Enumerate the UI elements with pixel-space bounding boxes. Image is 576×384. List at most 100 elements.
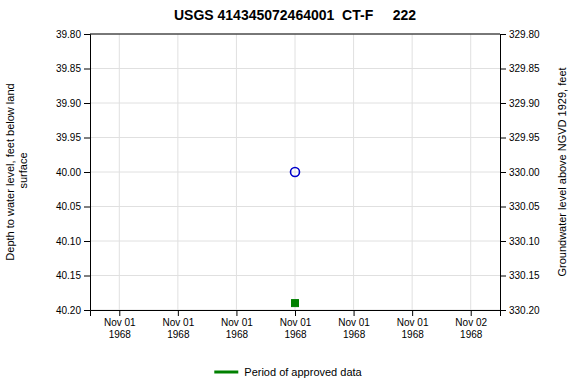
plot: 39.80 39.85 39.90 39.95 40.00 40.05 40.10 40.15… bbox=[4, 29, 568, 340]
tick-label: 330.00 bbox=[509, 167, 540, 178]
tick-mark bbox=[84, 34, 90, 35]
tick-label: 330.05 bbox=[509, 201, 540, 212]
tick: 39.85 bbox=[56, 63, 90, 74]
tick-mark bbox=[84, 103, 90, 104]
tick-label: Nov 011968 bbox=[104, 317, 136, 340]
tick-label: 329.85 bbox=[509, 63, 540, 74]
tick: 329.85 bbox=[500, 63, 540, 74]
grid-line bbox=[119, 34, 120, 310]
tick-mark bbox=[178, 310, 179, 316]
axis-title: Groundwater level above NGVD 1929, feet bbox=[556, 67, 568, 276]
tick-mark bbox=[84, 69, 90, 70]
tick-label: 329.80 bbox=[509, 29, 540, 40]
tick-mark bbox=[84, 138, 90, 139]
tick-label: Nov 011968 bbox=[338, 317, 370, 340]
y2-axis: 330.20 330.15 330.10 330.05 330.00 329.95 329.… bbox=[500, 29, 540, 316]
tick: 39.80 bbox=[56, 29, 90, 40]
tick: 330.15 bbox=[500, 270, 540, 281]
tick-mark bbox=[500, 138, 506, 139]
grid-line bbox=[353, 34, 354, 310]
tick-mark bbox=[500, 207, 506, 208]
tick-mark bbox=[500, 241, 506, 242]
tick-label: Nov 011968 bbox=[163, 317, 195, 340]
tick-mark bbox=[354, 310, 355, 316]
chart: 39.80 39.85 39.90 39.95 40.00 40.05 40.10 40.15… bbox=[0, 0, 576, 384]
tick-mark bbox=[119, 310, 120, 316]
grid bbox=[90, 34, 500, 310]
tick: 39.95 bbox=[56, 132, 90, 143]
tick: 40.05 bbox=[56, 201, 90, 212]
legend-swatch bbox=[214, 371, 238, 374]
grid-line bbox=[177, 34, 178, 310]
tick: 40.00 bbox=[56, 167, 90, 178]
tick: 329.80 bbox=[500, 29, 540, 40]
points bbox=[291, 168, 300, 307]
y-axis: 39.80 39.85 39.90 39.95 40.00 40.05 40.10 40.15… bbox=[56, 29, 91, 316]
tick: 40.10 bbox=[56, 236, 90, 247]
grid-line bbox=[412, 34, 413, 310]
legend: Period of approved data bbox=[214, 366, 362, 378]
tick-mark bbox=[236, 310, 237, 316]
grid-line bbox=[236, 34, 237, 310]
axis-line bbox=[501, 35, 507, 311]
tick-mark bbox=[500, 103, 506, 104]
tick-mark bbox=[500, 69, 506, 70]
tick-mark bbox=[84, 207, 90, 208]
tick: 330.05 bbox=[500, 201, 540, 212]
tick: Nov 021968 bbox=[455, 310, 487, 340]
tick-mark bbox=[84, 276, 90, 277]
tick: 40.15 bbox=[56, 270, 90, 281]
tick: 40.20 bbox=[56, 305, 90, 316]
tick-mark bbox=[84, 241, 90, 242]
tick-label: 330.10 bbox=[509, 236, 540, 247]
tick: Nov 011968 bbox=[397, 310, 429, 340]
tick: 330.20 bbox=[500, 305, 540, 316]
tick-mark bbox=[500, 34, 506, 35]
tick-label: Nov 011968 bbox=[397, 317, 429, 340]
tick: 329.95 bbox=[500, 132, 540, 143]
tick: 329.90 bbox=[500, 98, 540, 109]
tick-label: 39.90 bbox=[56, 98, 81, 109]
tick-label: 329.95 bbox=[509, 132, 540, 143]
tick-label: Nov 011968 bbox=[280, 317, 312, 340]
tick-label: 39.85 bbox=[56, 63, 81, 74]
tick: 39.90 bbox=[56, 98, 90, 109]
axis-line bbox=[91, 311, 501, 317]
legend-item: Period of approved data bbox=[214, 366, 362, 378]
tick-label: 330.20 bbox=[509, 305, 540, 316]
tick-label: 39.80 bbox=[56, 29, 81, 40]
grid-line bbox=[295, 34, 296, 310]
frame-line bbox=[90, 34, 500, 35]
tick-label: Nov 021968 bbox=[455, 317, 487, 340]
grid-line bbox=[470, 34, 471, 310]
tick-label: 40.10 bbox=[56, 236, 81, 247]
tick-label: 39.95 bbox=[56, 132, 81, 143]
tick: 330.10 bbox=[500, 236, 540, 247]
tick-label: 40.05 bbox=[56, 201, 81, 212]
tick-label: 40.20 bbox=[56, 305, 81, 316]
tick-mark bbox=[84, 172, 90, 173]
axis-title: Depth to water level, feet below land su… bbox=[4, 83, 29, 260]
tick: Nov 011968 bbox=[221, 310, 253, 340]
tick-label: 40.15 bbox=[56, 270, 81, 281]
tick: Nov 011968 bbox=[104, 310, 136, 340]
tick-mark bbox=[500, 172, 506, 173]
title: USGS 414345072464001 CT-F 222 bbox=[174, 7, 416, 23]
tick-mark bbox=[295, 310, 296, 316]
tick-mark bbox=[412, 310, 413, 316]
x-axis: Nov 011968 Nov 011968 Nov 011968 Nov 011968… bbox=[91, 310, 501, 340]
tick-label: 40.00 bbox=[56, 167, 81, 178]
tick-mark bbox=[471, 310, 472, 316]
tick: Nov 011968 bbox=[338, 310, 370, 340]
grid-line bbox=[90, 34, 500, 35]
legend-label: Period of approved data bbox=[244, 366, 362, 378]
tick: Nov 011968 bbox=[280, 310, 312, 340]
tick: Nov 011968 bbox=[163, 310, 195, 340]
point bbox=[291, 168, 300, 177]
tick-label: Nov 011968 bbox=[221, 317, 253, 340]
tick-label: 330.15 bbox=[509, 270, 540, 281]
tick: 330.00 bbox=[500, 167, 540, 178]
axis-line bbox=[84, 35, 91, 311]
tick-mark bbox=[84, 310, 90, 311]
tick-mark bbox=[500, 276, 506, 277]
